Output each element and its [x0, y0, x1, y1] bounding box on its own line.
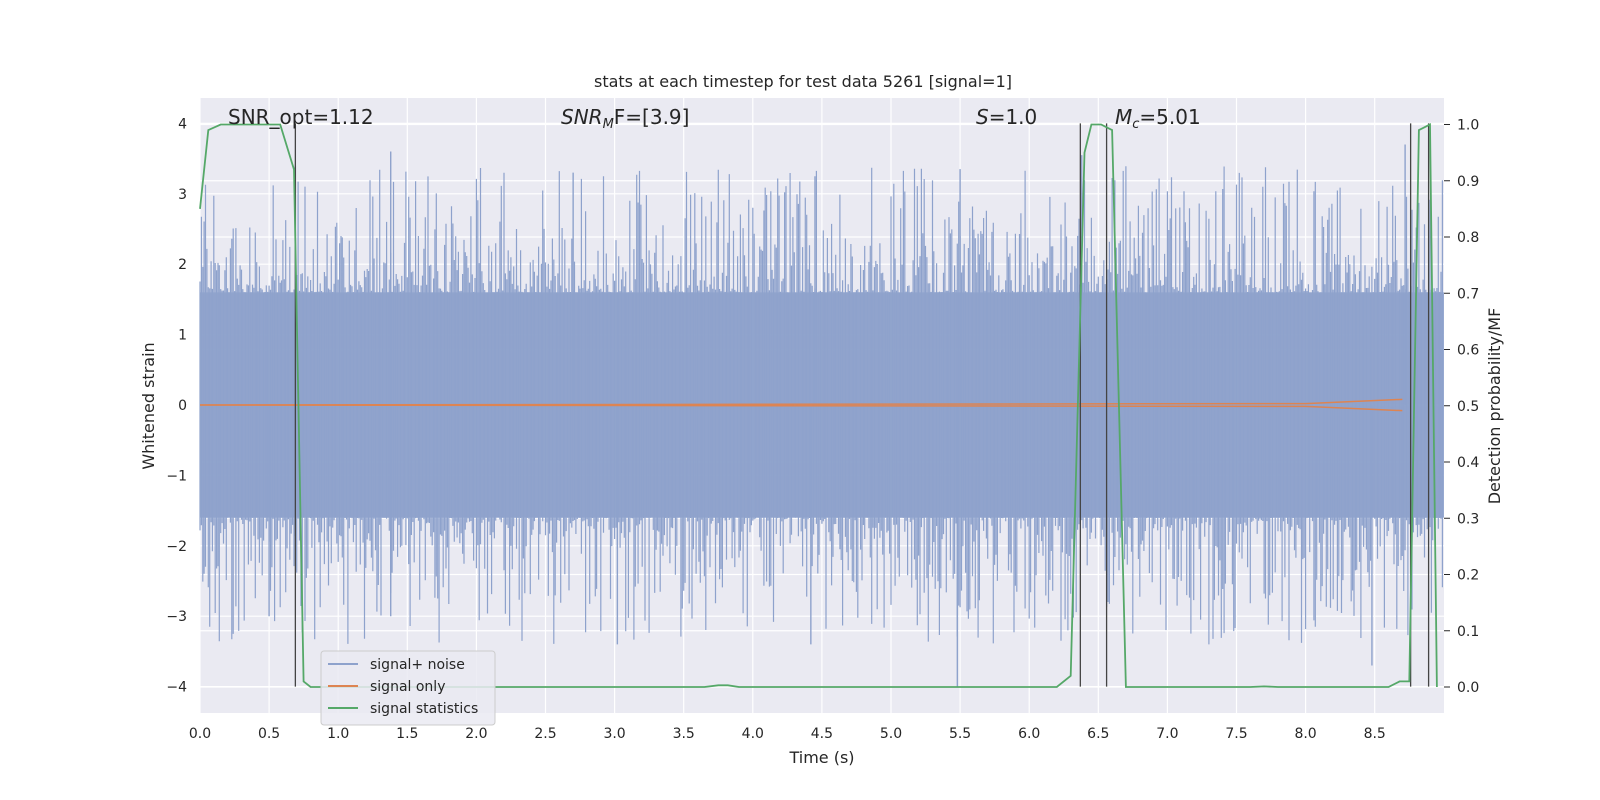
x-tick-label: 4.0: [742, 726, 764, 742]
x-tick-label: 8.0: [1294, 726, 1316, 742]
x-tick-label: 0.5: [258, 726, 280, 742]
annotation-s-var: S: [976, 105, 989, 129]
x-tick-label: 5.0: [880, 726, 902, 742]
y-right-tick-label: 0.4: [1457, 455, 1479, 471]
y-right-tick-label: 0.3: [1457, 511, 1479, 527]
x-tick-label: 1.0: [327, 726, 349, 742]
x-tick-label: 4.5: [811, 726, 833, 742]
annotation-mc-rest: =5.01: [1139, 105, 1200, 129]
x-tick-label: 3.0: [603, 726, 625, 742]
x-tick-label: 6.5: [1087, 726, 1109, 742]
legend-label-noise: signal+ noise: [370, 657, 465, 673]
annotation-snr-mf: SNRMF=[3.9]: [561, 105, 689, 132]
y-left-tick-label: 4: [178, 116, 187, 132]
annotation-mc-sub: c: [1132, 117, 1139, 132]
legend-box: [320, 650, 496, 726]
chart-title: stats at each timestep for test data 526…: [594, 72, 1012, 91]
y-right-tick-label: 0.2: [1457, 568, 1479, 584]
annotation-snr-mf-rest: F=[3.9]: [614, 105, 690, 129]
annotation-mc: Mc=5.01: [1115, 105, 1201, 132]
x-tick-label: 3.5: [673, 726, 695, 742]
x-tick-label: 7.5: [1225, 726, 1247, 742]
y-left-tick-label: 1: [178, 328, 187, 344]
x-tick-label: 0.0: [189, 726, 211, 742]
y-right-tick-label: 0.8: [1457, 230, 1479, 246]
y-right-tick-label: 0.5: [1457, 399, 1479, 415]
y-left-tick-label: 3: [178, 187, 187, 203]
x-tick-label: 2.5: [534, 726, 556, 742]
x-tick-label: 1.5: [396, 726, 418, 742]
noise-strokes: [199, 166, 1443, 645]
series-signal-only: [199, 398, 1403, 412]
x-tick-label: 6.0: [1018, 726, 1040, 742]
annotation-snr-opt: SNR_opt=1.12: [228, 105, 374, 129]
signal-only-line: [199, 398, 1403, 406]
x-tick-label: 2.0: [465, 726, 487, 742]
y-left-tick-label: −1: [166, 468, 187, 484]
y-right-tick-label: 0.9: [1457, 174, 1479, 190]
x-tick-label: 5.5: [949, 726, 971, 742]
y-right-tick-label: 0.1: [1457, 624, 1479, 640]
y-right-tick-labels: 0.0 0.1 0.2 0.3 0.4 0.5 0.6 0.7 0.8 0.9 1.0: [1444, 118, 1479, 696]
x-axis-label: Time (s): [788, 748, 854, 767]
y-left-tick-label: −4: [166, 680, 187, 696]
vertical-markers: [294, 123, 1430, 687]
legend-label-statistics: signal statistics: [370, 701, 478, 717]
y-left-tick-label: −3: [166, 609, 187, 625]
y-right-tick-label: 0.0: [1457, 680, 1479, 696]
y-left-tick-label: 0: [178, 398, 187, 414]
annotation-mc-var: M: [1115, 105, 1132, 129]
signal-only-line-mirror: [199, 404, 1403, 412]
y-left-tick-label: −2: [166, 539, 187, 555]
y-left-axis-label: Whitened strain: [139, 342, 158, 469]
series-signal-noise: [199, 144, 1444, 687]
y-right-axis-label: Detection probability/MF: [1485, 308, 1504, 505]
y-left-tick-label: 2: [178, 257, 187, 273]
annotation-s-rest: =1.0: [989, 105, 1038, 129]
y-right-tick-label: 1.0: [1457, 118, 1479, 134]
series-signal-statistics: [199, 123, 1438, 688]
y-right-tick-label: 0.6: [1457, 343, 1479, 359]
annotation-s: S=1.0: [976, 105, 1037, 129]
x-tick-label: 7.0: [1156, 726, 1178, 742]
x-tick-labels: 0.0 0.5 1.0 1.5 2.0 2.5 3.0 3.5 4.0 4.5 5.0 5.5 6.0 6…: [189, 726, 1386, 742]
annotation-snr-mf-var: SNR: [561, 105, 603, 129]
annotation-snr-mf-sub: M: [603, 117, 614, 132]
y-right-tick-label: 0.7: [1457, 286, 1479, 302]
y-left-tick-labels: −4 −3 −2 −1 0 1 2 3 4: [166, 116, 187, 695]
legend: signal+ noise signal only signal statist…: [320, 650, 496, 726]
legend-label-signal-only: signal only: [370, 679, 445, 695]
statistics-line: [199, 123, 1438, 688]
x-tick-label: 8.5: [1364, 726, 1386, 742]
